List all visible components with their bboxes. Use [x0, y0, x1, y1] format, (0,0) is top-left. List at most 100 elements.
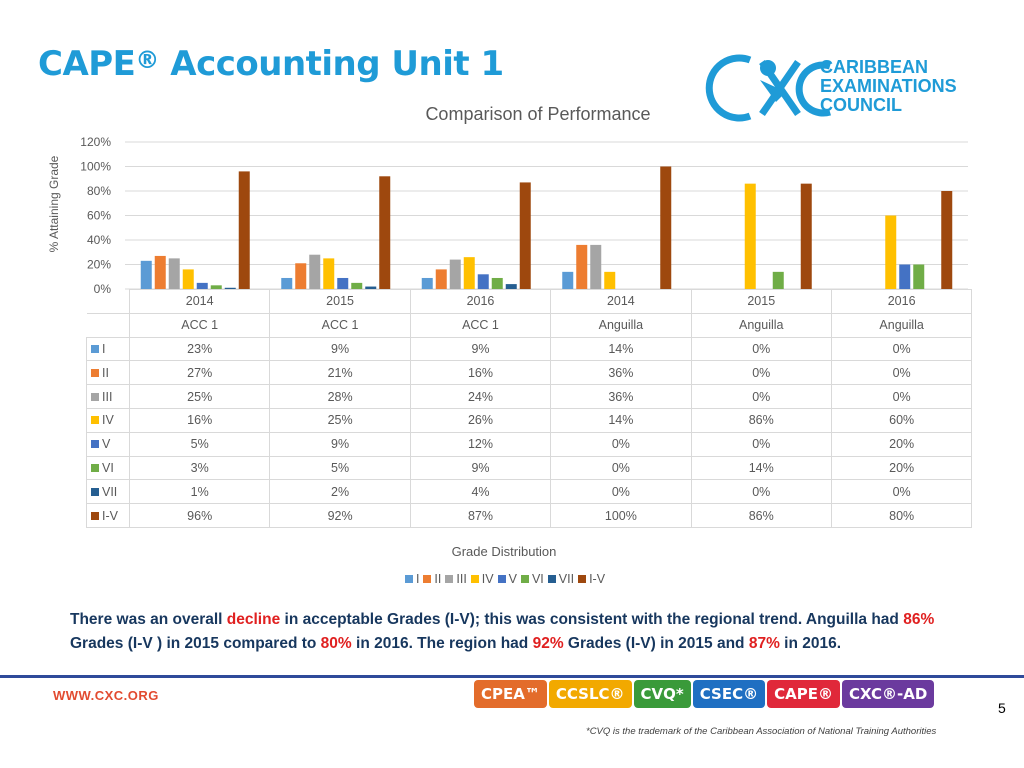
bar-vi-2016-acc1 [491, 277, 503, 289]
series-label: I [86, 336, 130, 362]
x-tick-group: Anguilla [690, 312, 832, 338]
data-label: 21% [269, 360, 411, 386]
brand-badge[interactable]: CPEA™ [474, 680, 547, 708]
y-tick-label: 80% [87, 184, 111, 198]
series-label: I-V [86, 503, 130, 528]
series-name: III [102, 389, 113, 404]
series-name: VII [102, 484, 118, 499]
data-label: 0% [830, 384, 973, 409]
table-group-row: ACC 1 ACC 1 ACC 1 Anguilla Anguilla Anguilla [86, 312, 973, 338]
brand-badge[interactable]: CSEC® [692, 680, 766, 708]
data-label: 0% [690, 431, 832, 457]
table-row: III 25% 28% 24% 36% 0% 0% [86, 384, 973, 409]
brand-badge[interactable]: CXC®-AD [841, 680, 935, 708]
data-label: 3% [128, 455, 271, 481]
data-label: 80% [830, 503, 973, 528]
logo-wordmark: CARIBBEAN EXAMINATIONS COUNCIL [820, 57, 957, 115]
data-label: 24% [409, 384, 552, 409]
data-label: 14% [550, 336, 692, 362]
legend-item: VII [547, 572, 575, 586]
x-tick-group: ACC 1 [128, 312, 271, 338]
data-label: 25% [128, 384, 271, 409]
bar-i-v-2014-acc1 [238, 171, 250, 289]
data-label: 28% [269, 384, 411, 409]
table-row: V 5% 9% 12% 0% 0% 20% [86, 431, 973, 457]
data-label: 96% [128, 503, 271, 528]
series-swatch [91, 344, 99, 353]
legend-item: V [497, 572, 517, 586]
data-label: 5% [269, 455, 411, 481]
legend-swatch [547, 575, 556, 583]
brand-badge[interactable]: CCSLC® [548, 680, 632, 708]
data-label: 9% [269, 431, 411, 457]
bar-i-v-2014-anguilla [660, 166, 672, 289]
legend-swatch [520, 575, 529, 583]
bar-iv-2014-anguilla [604, 271, 616, 289]
footer-url-link[interactable]: WWW.CXC.ORG [53, 688, 159, 703]
series-name: II [102, 365, 109, 380]
series-name: I [102, 341, 106, 356]
data-label: 36% [550, 384, 692, 409]
x-tick-year: 2014 [550, 289, 692, 314]
legend-label: VII [558, 572, 575, 586]
bar-i-v-2016-acc1 [519, 182, 531, 289]
data-label: 16% [128, 407, 271, 433]
data-label: 0% [690, 479, 832, 505]
legend-label: II [434, 572, 442, 586]
trademark-note: *CVQ is the trademark of the Caribbean A… [586, 726, 937, 737]
data-label: 0% [690, 360, 832, 386]
legend-item: IV [470, 572, 494, 586]
data-label: 14% [690, 455, 832, 481]
data-label: 92% [269, 503, 411, 528]
series-label: VI [86, 455, 130, 481]
data-label: 0% [830, 336, 973, 362]
bar-iii-2016-acc1 [449, 259, 461, 289]
series-swatch [91, 463, 99, 472]
table-row: II 27% 21% 16% 36% 0% 0% [86, 360, 973, 386]
data-label: 36% [550, 360, 692, 386]
brand-badge[interactable]: CVQ* [633, 680, 691, 708]
data-label: 25% [269, 407, 411, 433]
legend-swatch [578, 575, 587, 583]
data-label: 0% [550, 479, 692, 505]
series-swatch [91, 368, 99, 377]
legend-label: I-V [589, 572, 606, 586]
series-name: IV [102, 413, 114, 428]
data-label: 20% [830, 431, 973, 457]
table-row: I-V 96% 92% 87% 100% 86% 80% [86, 503, 973, 528]
bar-iii-2014-acc1 [168, 258, 180, 289]
bar-i-v-2015-anguilla [800, 183, 812, 289]
legend-label: I [415, 572, 420, 586]
legend-label: VI [531, 572, 544, 586]
bar-iv-2016-acc1 [463, 257, 475, 289]
bar-iii-2014-anguilla [590, 244, 602, 289]
series-swatch [91, 416, 99, 425]
data-label: 0% [690, 336, 832, 362]
bar-v-2015-acc1 [337, 277, 349, 289]
legend-item: VI [520, 572, 544, 586]
legend-swatch [497, 575, 506, 583]
y-tick-label: 100% [80, 160, 111, 174]
table-row: VI 3% 5% 9% 0% 14% 20% [86, 455, 973, 481]
x-tick-group: Anguilla [550, 312, 692, 338]
bar-ii-2014-anguilla [576, 244, 588, 289]
brand-badge[interactable]: CAPE® [767, 680, 840, 708]
legend-item: III [445, 572, 467, 586]
table-row: VII 1% 2% 4% 0% 0% 0% [86, 479, 973, 505]
data-label: 60% [830, 407, 973, 433]
series-label: V [86, 431, 130, 457]
table-corner [86, 313, 130, 338]
slide-title: CAPE® Accounting Unit 1 [38, 44, 504, 84]
legend-swatch [404, 575, 413, 583]
bar-iv-2015-acc1 [323, 258, 335, 289]
x-tick-year: 2015 [269, 289, 411, 314]
summary-text: There was an overall decline in acceptab… [70, 611, 935, 652]
legend-item: I [404, 572, 420, 586]
data-label: 9% [269, 336, 411, 362]
x-tick-year: 2016 [830, 289, 973, 314]
bar-i-2015-acc1 [281, 277, 293, 289]
x-tick-year: 2015 [690, 289, 832, 314]
series-label: VII [86, 479, 130, 505]
series-swatch [91, 392, 99, 401]
